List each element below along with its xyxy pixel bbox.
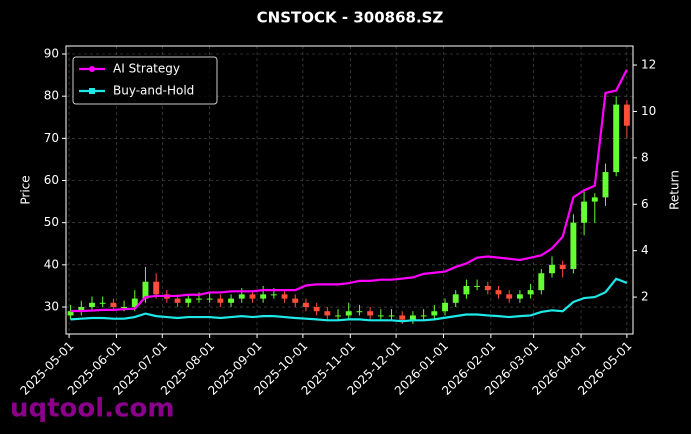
candle-body <box>420 315 427 317</box>
candle-body <box>345 311 352 316</box>
candle-body <box>335 315 341 317</box>
candle-body <box>484 285 491 291</box>
candle-body <box>121 307 128 309</box>
candle-body <box>217 298 224 303</box>
chart-title: CNSTOCK - 300868.SZ <box>257 9 444 27</box>
y2-tick-label: 8 <box>641 150 649 164</box>
candle-body <box>463 285 470 295</box>
y2-tick-label: 4 <box>641 243 649 257</box>
candle-body <box>313 307 320 312</box>
candle-body <box>570 222 577 270</box>
legend-marker <box>89 66 95 72</box>
legend-box <box>72 56 218 105</box>
candle-body <box>185 298 192 303</box>
candle-body <box>196 298 202 300</box>
y-axis-label: Price <box>19 175 33 204</box>
candle-body <box>292 298 299 303</box>
candle-body <box>591 197 598 202</box>
candle-body <box>452 294 459 303</box>
y2-tick-label: 10 <box>641 104 656 118</box>
candle-body <box>99 302 106 304</box>
line-series <box>70 69 628 313</box>
y-tick-label: 70 <box>44 131 59 145</box>
candle-body <box>324 311 331 316</box>
candle-body <box>206 298 213 300</box>
y-tick-label: 60 <box>44 173 59 187</box>
y-tick-label: 30 <box>44 300 59 314</box>
candle-body <box>281 294 288 299</box>
candle-body <box>238 294 245 299</box>
candle-body <box>538 273 545 291</box>
candle-body <box>174 298 181 303</box>
candle-body <box>549 264 555 274</box>
y-tick-label: 80 <box>44 89 59 103</box>
candle-body <box>260 294 267 299</box>
legend-label: Buy-and-Hold <box>113 84 194 98</box>
candle-body <box>431 311 438 316</box>
y-tick-label: 50 <box>44 215 59 229</box>
candle-body <box>623 104 630 126</box>
plot <box>67 69 630 324</box>
candle-body <box>89 302 95 308</box>
candle-body <box>527 290 534 295</box>
candle-body <box>559 264 566 270</box>
candle-body <box>613 104 620 173</box>
legend-label: AI Strategy <box>113 62 180 76</box>
candle-body <box>153 281 160 295</box>
plot-frame <box>65 45 634 335</box>
y2-tick-label: 12 <box>641 58 656 72</box>
candle-body <box>303 302 309 308</box>
candle-body <box>367 311 374 316</box>
candle-body <box>506 294 513 299</box>
candle-body <box>249 294 256 299</box>
candle-body <box>377 315 384 317</box>
y2-tick-label: 6 <box>641 197 649 211</box>
candle-body <box>110 302 117 308</box>
legend-marker <box>89 88 95 94</box>
y-tick-label: 40 <box>44 257 59 271</box>
candle-body <box>581 201 588 223</box>
candle-body <box>228 298 234 303</box>
candle-body <box>442 302 448 312</box>
candle-body <box>399 315 406 320</box>
y2-tick-label: 2 <box>641 290 649 304</box>
y-tick-label: 90 <box>44 47 59 61</box>
candle-body <box>356 311 363 313</box>
legend: AI Strategy Buy-and-Hold <box>72 56 218 105</box>
candle-body <box>142 281 149 299</box>
y2-axis-label: Return <box>668 170 682 210</box>
candle-body <box>409 315 416 320</box>
candle-body <box>474 285 481 287</box>
candle-body <box>131 298 138 308</box>
candle-body <box>67 311 74 316</box>
candle-body <box>602 172 609 198</box>
candle-body <box>516 294 523 299</box>
candle-body <box>270 294 277 296</box>
watermark: uqtool.com <box>10 394 174 424</box>
candle-body <box>495 290 502 295</box>
line-series <box>70 277 628 323</box>
candle-body <box>78 307 85 312</box>
candle-body <box>388 315 395 317</box>
